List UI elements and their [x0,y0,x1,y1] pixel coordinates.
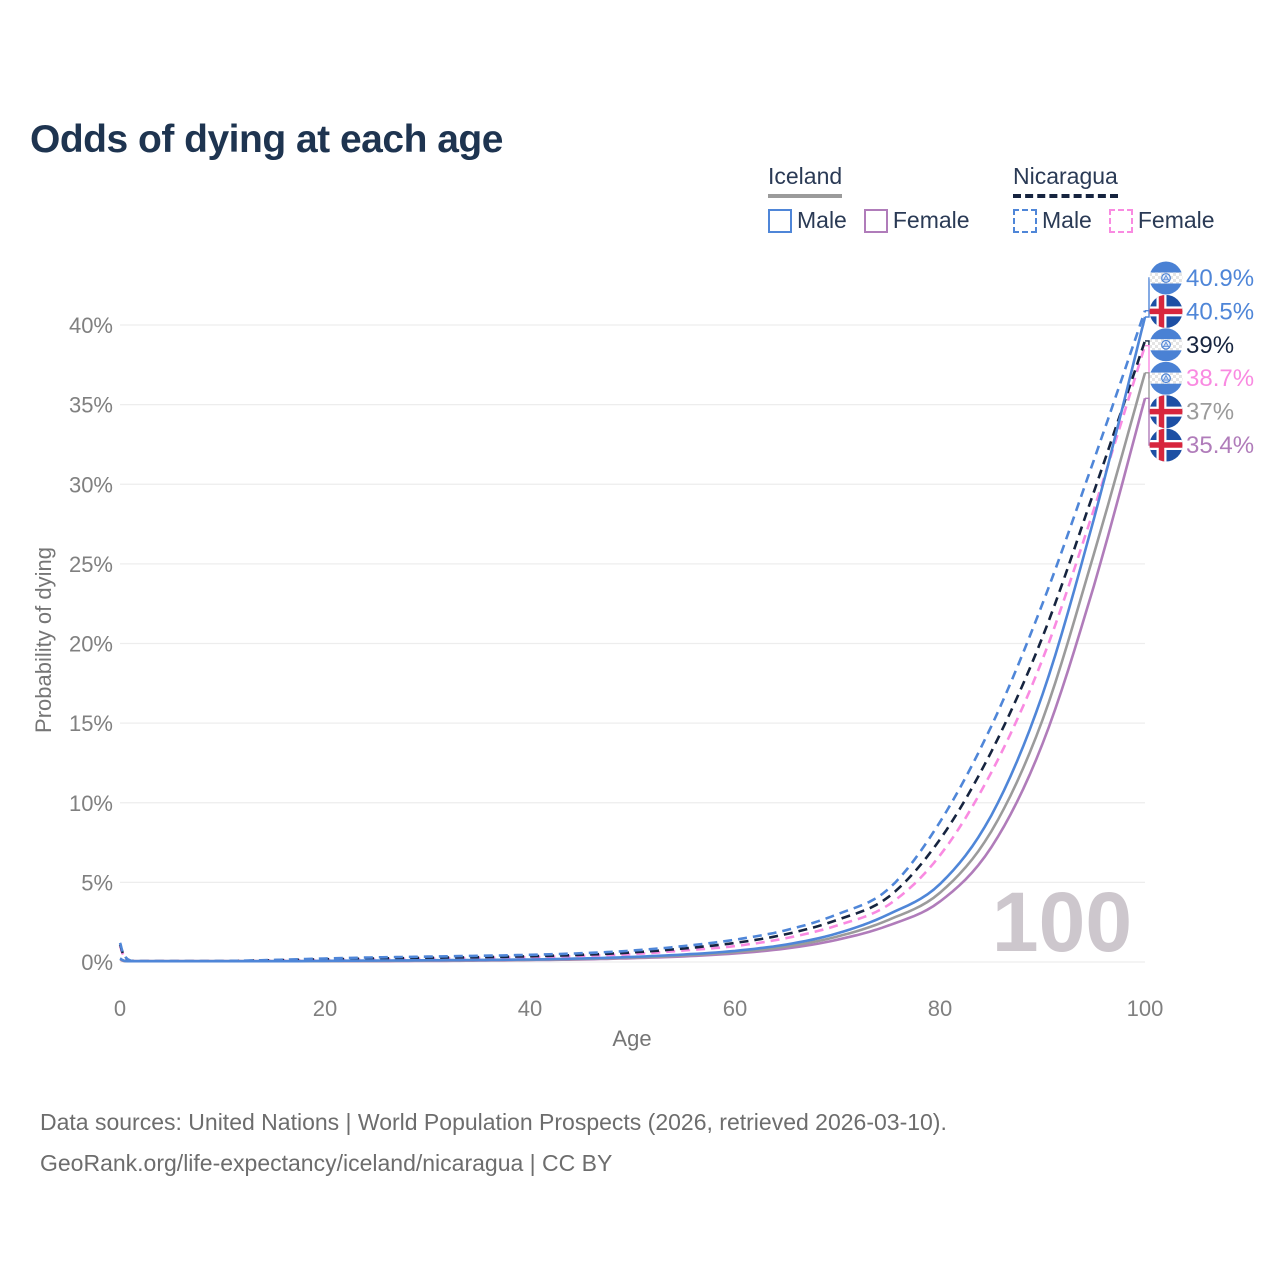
end-value-label-nicaragua-male: 40.9% [1186,265,1254,292]
y-tick-label: 25% [69,552,113,577]
legend-group-nicaragua: Nicaragua Male Female [1013,163,1215,234]
chart-footer: Data sources: United Nations | World Pop… [40,1102,947,1184]
end-value-label-iceland-female: 35.4% [1186,432,1254,459]
iceland-flag-icon [1149,395,1183,429]
x-tick-label: 0 [114,996,126,1021]
y-tick-label: 30% [69,472,113,497]
legend-label: Female [1137,207,1215,233]
end-value-label-nicaragua-both-sexes: 39% [1186,332,1234,359]
series-line-iceland-male[interactable] [119,316,1147,963]
legend-country-iceland[interactable]: Iceland [768,163,843,198]
age-watermark: 100 [992,875,1132,969]
y-tick-label: 0% [81,950,113,975]
series-line-nicaragua-both-sexes[interactable] [118,340,1147,963]
legend-item-iceland-male[interactable]: Male [768,207,847,234]
series-line-nicaragua-male[interactable] [118,310,1147,963]
series-line-iceland-both-sexes[interactable] [119,372,1147,963]
legend-item-iceland-female[interactable]: Female [863,207,970,234]
legend-country-nicaragua[interactable]: Nicaragua [1013,163,1118,198]
y-tick-label: 35% [69,393,113,418]
end-value-label-iceland-both-sexes: 37% [1186,399,1234,426]
page-title: Odds of dying at each age [30,118,503,162]
iceland-flag-icon [1149,294,1183,328]
iceland-female-swatch-icon [863,208,888,233]
legend-item-nicaragua-female[interactable]: Female [1108,207,1215,234]
nicaragua-flag-icon [1149,328,1183,362]
y-tick-label: 10% [69,791,113,816]
series-line-nicaragua-female[interactable] [118,345,1147,963]
y-axis-title: Probability of dying [31,547,56,733]
x-tick-label: 100 [1127,996,1164,1021]
data-source-line: Data sources: United Nations | World Pop… [40,1109,947,1135]
y-tick-label: 5% [81,870,113,895]
y-tick-label: 40% [69,313,113,338]
y-tick-label: 15% [69,711,113,736]
nicaragua-flag-icon [1149,261,1183,295]
x-tick-label: 40 [518,996,542,1021]
x-axis-title: Age [612,1026,652,1051]
iceland-flag-icon [1149,428,1183,462]
end-value-label-iceland-male: 40.5% [1186,298,1254,325]
x-tick-label: 20 [313,996,337,1021]
legend-label: Male [1042,207,1092,233]
x-tick-label: 80 [928,996,952,1021]
legend-label: Female [892,207,970,233]
iceland-male-swatch-icon [768,208,792,233]
nicaragua-female-swatch-icon [1108,208,1133,233]
y-tick-label: 20% [69,632,113,657]
nicaragua-male-swatch-icon [1013,208,1037,233]
legend-label: Male [797,207,847,233]
attribution-line: GeoRank.org/life-expectancy/iceland/nica… [40,1150,613,1176]
x-tick-label: 60 [723,996,747,1021]
legend-item-nicaragua-male[interactable]: Male [1013,207,1092,234]
legend-group-iceland: Iceland Male Female [768,163,970,234]
nicaragua-flag-icon [1149,361,1183,395]
end-value-label-nicaragua-female: 38.7% [1186,365,1254,392]
